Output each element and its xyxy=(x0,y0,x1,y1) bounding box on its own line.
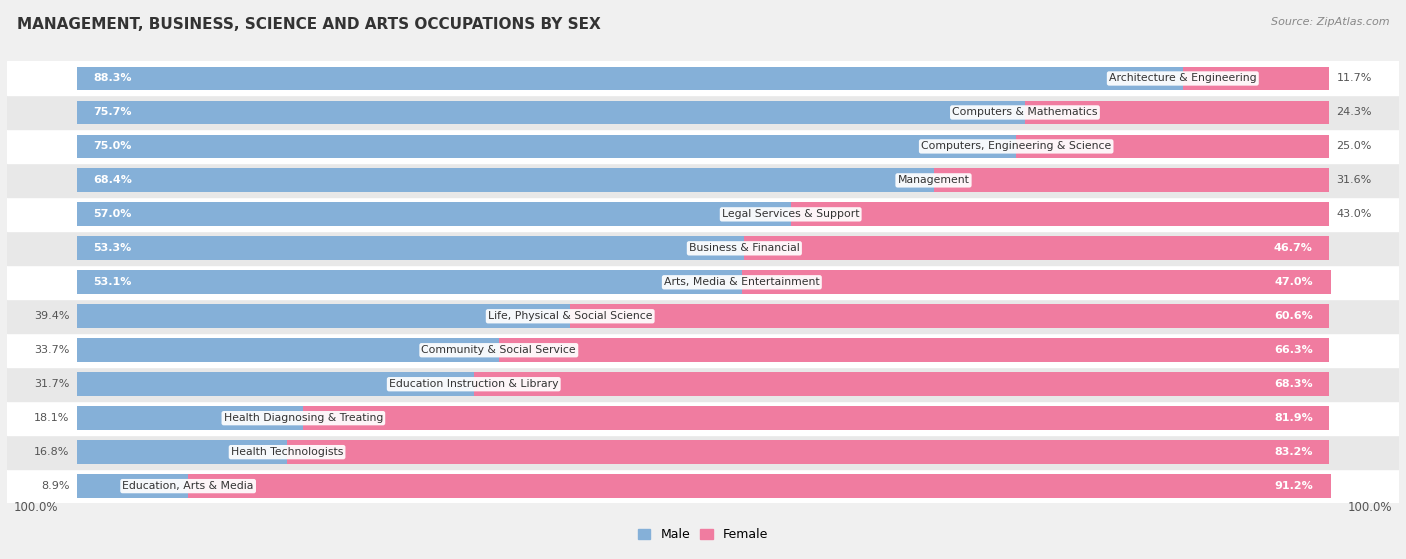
Text: 83.2%: 83.2% xyxy=(1274,447,1313,457)
Text: Education, Arts & Media: Education, Arts & Media xyxy=(122,481,254,491)
Text: 31.6%: 31.6% xyxy=(1336,176,1372,186)
Text: MANAGEMENT, BUSINESS, SCIENCE AND ARTS OCCUPATIONS BY SEX: MANAGEMENT, BUSINESS, SCIENCE AND ARTS O… xyxy=(17,17,600,32)
Text: 43.0%: 43.0% xyxy=(1336,210,1372,219)
Bar xyxy=(77,236,744,260)
Bar xyxy=(77,271,742,294)
Bar xyxy=(499,338,1330,362)
Bar xyxy=(790,202,1330,226)
Bar xyxy=(742,271,1330,294)
Bar xyxy=(7,333,1399,367)
Text: 68.4%: 68.4% xyxy=(93,176,132,186)
Text: 31.7%: 31.7% xyxy=(34,379,70,389)
Text: 11.7%: 11.7% xyxy=(1336,73,1372,83)
Bar xyxy=(7,401,1399,435)
Text: 46.7%: 46.7% xyxy=(1274,243,1313,253)
Text: Computers, Engineering & Science: Computers, Engineering & Science xyxy=(921,141,1111,151)
Bar xyxy=(571,304,1330,328)
Text: Legal Services & Support: Legal Services & Support xyxy=(721,210,859,219)
Text: Business & Financial: Business & Financial xyxy=(689,243,800,253)
Text: 8.9%: 8.9% xyxy=(41,481,70,491)
Text: 91.2%: 91.2% xyxy=(1274,481,1313,491)
Bar xyxy=(188,474,1330,498)
Bar xyxy=(7,299,1399,333)
Bar xyxy=(7,367,1399,401)
Bar xyxy=(7,61,1399,96)
Text: Arts, Media & Entertainment: Arts, Media & Entertainment xyxy=(664,277,820,287)
Bar xyxy=(77,372,474,396)
Text: Management: Management xyxy=(897,176,970,186)
Text: Source: ZipAtlas.com: Source: ZipAtlas.com xyxy=(1271,17,1389,27)
Bar xyxy=(77,474,188,498)
Text: 33.7%: 33.7% xyxy=(34,345,70,355)
Text: Computers & Mathematics: Computers & Mathematics xyxy=(952,107,1098,117)
Text: 88.3%: 88.3% xyxy=(93,73,132,83)
Text: 100.0%: 100.0% xyxy=(14,501,59,514)
Bar xyxy=(77,440,287,464)
Text: Life, Physical & Social Science: Life, Physical & Social Science xyxy=(488,311,652,321)
Bar xyxy=(77,338,499,362)
Text: 16.8%: 16.8% xyxy=(34,447,70,457)
Bar xyxy=(287,440,1330,464)
Text: Architecture & Engineering: Architecture & Engineering xyxy=(1109,73,1257,83)
Text: Education Instruction & Library: Education Instruction & Library xyxy=(389,379,558,389)
Text: Health Technologists: Health Technologists xyxy=(231,447,343,457)
Bar xyxy=(7,163,1399,197)
Bar xyxy=(7,197,1399,231)
Text: 100.0%: 100.0% xyxy=(1347,501,1392,514)
Text: 24.3%: 24.3% xyxy=(1336,107,1372,117)
Text: 75.7%: 75.7% xyxy=(93,107,132,117)
Text: 57.0%: 57.0% xyxy=(93,210,132,219)
Bar xyxy=(474,372,1330,396)
Text: 39.4%: 39.4% xyxy=(34,311,70,321)
Text: 81.9%: 81.9% xyxy=(1274,413,1313,423)
Bar xyxy=(77,202,790,226)
Text: 66.3%: 66.3% xyxy=(1274,345,1313,355)
Bar xyxy=(77,67,1182,91)
Bar xyxy=(77,135,1017,158)
Bar xyxy=(7,469,1399,503)
Text: 68.3%: 68.3% xyxy=(1274,379,1313,389)
Bar xyxy=(7,266,1399,299)
Text: 25.0%: 25.0% xyxy=(1336,141,1372,151)
Bar xyxy=(7,231,1399,266)
Bar xyxy=(934,168,1330,192)
Bar xyxy=(77,304,571,328)
Text: Health Diagnosing & Treating: Health Diagnosing & Treating xyxy=(224,413,382,423)
Text: 47.0%: 47.0% xyxy=(1274,277,1313,287)
Text: 53.3%: 53.3% xyxy=(93,243,132,253)
Bar xyxy=(1182,67,1330,91)
Text: 18.1%: 18.1% xyxy=(34,413,70,423)
Bar xyxy=(77,168,934,192)
Text: 75.0%: 75.0% xyxy=(93,141,132,151)
Legend: Male, Female: Male, Female xyxy=(638,528,768,541)
Text: Community & Social Service: Community & Social Service xyxy=(422,345,576,355)
Bar xyxy=(77,101,1025,124)
Bar xyxy=(1025,101,1330,124)
Bar xyxy=(7,96,1399,130)
Bar xyxy=(77,406,304,430)
Bar xyxy=(1017,135,1330,158)
Bar xyxy=(304,406,1330,430)
Bar xyxy=(744,236,1330,260)
Text: 53.1%: 53.1% xyxy=(93,277,132,287)
Bar xyxy=(7,435,1399,469)
Text: 60.6%: 60.6% xyxy=(1274,311,1313,321)
Bar xyxy=(7,130,1399,163)
